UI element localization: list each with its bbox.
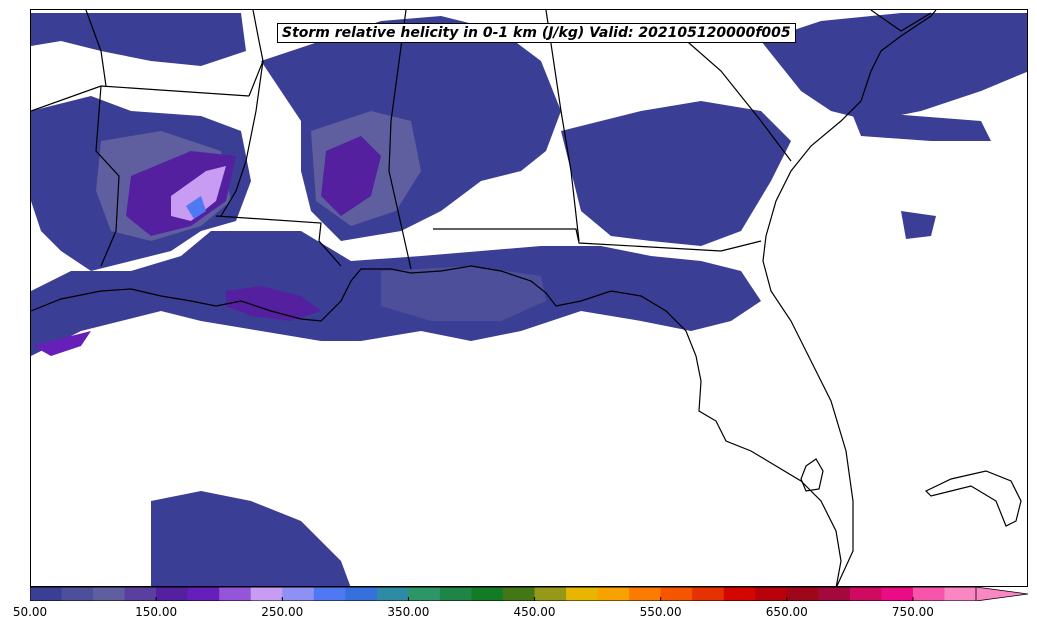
shade-sw-streak — [33, 331, 91, 356]
shade-high-2 — [321, 136, 381, 216]
shade-coastal-peak — [226, 286, 321, 321]
border-ms-la-east — [220, 60, 264, 217]
colorbar-segment — [124, 587, 157, 601]
border-ms-river — [248, 10, 264, 97]
colorbar-segment — [629, 587, 662, 601]
colorbar-tick-label: 150.00 — [135, 605, 178, 619]
colorbar-tick-label: 650.00 — [765, 605, 808, 619]
colorbar-segment — [219, 587, 252, 601]
colorbar-segment — [30, 587, 63, 601]
map-title: Storm relative helicity in 0-1 km (J/kg)… — [277, 23, 796, 43]
colorbar-segment — [660, 587, 693, 601]
border-ga-sc — [680, 35, 792, 162]
lake-okeechobee — [800, 458, 824, 492]
colorbar-tick-label: 750.00 — [891, 605, 934, 619]
colorbar-segment — [786, 587, 819, 601]
colorbar-segment — [566, 587, 599, 601]
colorbar-segment — [503, 587, 536, 601]
shade-mid-level-3 — [381, 266, 546, 321]
colorbar-segment — [755, 587, 788, 601]
boundaries — [31, 10, 1022, 586]
shade-georgia-carolina — [561, 101, 791, 246]
border-ok-ar — [95, 85, 120, 267]
colorbar-segment — [597, 587, 630, 601]
colorbar-segment — [93, 587, 126, 601]
colorbar-tick-label: 550.00 — [639, 605, 682, 619]
helicity-map — [31, 10, 1027, 586]
shade-atlantic-mid — [901, 211, 936, 239]
colorbar-segment — [439, 587, 472, 601]
shade-gulf-south — [151, 491, 351, 586]
shade-north-band — [31, 13, 246, 66]
colorbar — [30, 587, 1028, 601]
bahamas — [924, 470, 1022, 527]
colorbar-segment — [156, 587, 189, 601]
colorbar-segment — [534, 587, 567, 601]
border-al-ga — [545, 10, 580, 242]
border-fl-al — [433, 228, 722, 252]
colorbar-segment — [723, 587, 756, 601]
colorbar-segment — [313, 587, 346, 601]
colorbar-tick-label: 250.00 — [261, 605, 304, 619]
colorbar-segment — [250, 587, 283, 601]
colorbar-segment — [376, 587, 409, 601]
colorbar-tick-label: 350.00 — [387, 605, 430, 619]
colorbar-segment — [849, 587, 882, 601]
shade-atlantic-ne — [761, 13, 1027, 121]
shade-max-1 — [186, 196, 206, 219]
colorbar-tick-label: 50.00 — [12, 605, 48, 619]
colorbar-segment — [345, 587, 378, 601]
colorbar-segment — [944, 587, 977, 601]
shade-peak-1 — [171, 166, 226, 221]
colorbar-segment — [881, 587, 914, 601]
border-ga-fl — [720, 240, 762, 252]
colorbar-tick-label: 450.00 — [513, 605, 556, 619]
colorbar-segment — [187, 587, 220, 601]
atlantic-coastline — [762, 10, 937, 586]
helicity-shading — [31, 13, 1027, 586]
colorbar-segment — [818, 587, 851, 601]
colorbar-segment — [282, 587, 315, 601]
border-tn — [85, 10, 107, 87]
border-ar-la — [215, 215, 342, 267]
border-nc-sc — [870, 10, 932, 32]
colorbar-segment — [692, 587, 725, 601]
map-panel: Storm relative helicity in 0-1 km (J/kg)… — [30, 9, 1028, 587]
colorbar-ticks: 50.00 150.00 250.00 350.00 450.00 550.00 650.0… — [0, 605, 1037, 625]
colorbar-segment — [912, 587, 945, 601]
colorbar-extend-arrow — [975, 587, 1028, 601]
colorbar-segment — [61, 587, 94, 601]
shade-atlantic-east — [851, 111, 991, 141]
border-ms-al — [388, 10, 412, 270]
gulf-coastline — [31, 265, 842, 586]
colorbar-segment — [471, 587, 504, 601]
colorbar-segment — [408, 587, 441, 601]
